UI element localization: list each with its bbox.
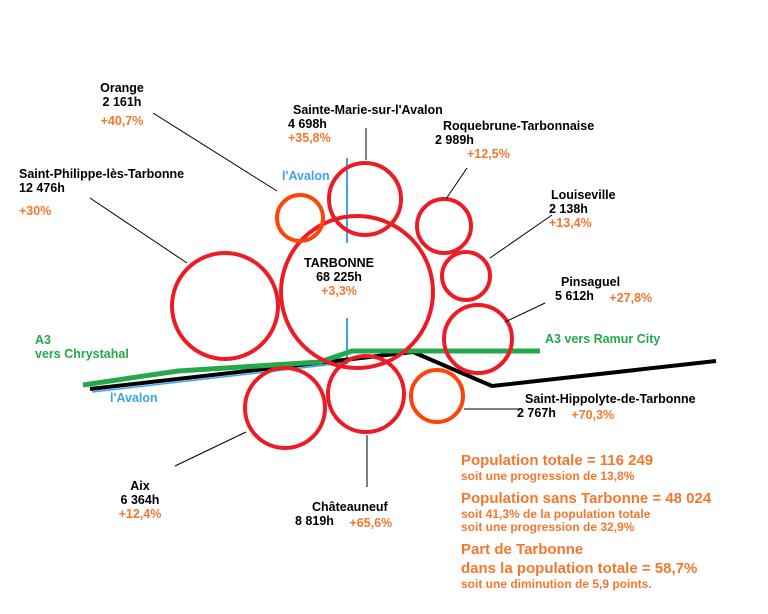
town-label-aix: Aix 6 364h +12,4%	[113, 479, 167, 521]
stat-share-of-total: soit 41,3% de la population totale	[461, 507, 651, 521]
connector-roquebrune	[445, 167, 468, 200]
town-name: Châteauneuf	[312, 500, 388, 514]
town-label-saint-hippolyte: Saint-Hippolyte-de-Tarbonne 2 767h +70,3…	[517, 392, 696, 422]
stat-total-progression: soit une progression de 13,8%	[461, 469, 635, 483]
circle-saint-hippolyte	[409, 368, 465, 424]
town-name: Aix	[130, 479, 150, 493]
stat-progression-without: soit une progression de 32,9%	[461, 520, 635, 534]
circle-orange	[275, 193, 325, 243]
a3-west-name: A3	[35, 333, 51, 347]
a3-east-road-label: A3 vers Ramur City	[545, 332, 661, 346]
town-growth: +12,4%	[118, 507, 162, 521]
connector-louiseville	[489, 214, 553, 259]
stat-tarbonne-share-line1: Part de Tarbonne	[461, 541, 584, 558]
black-road	[89, 350, 717, 391]
town-growth: +70,3%	[571, 408, 615, 422]
town-label-chateauneuf: Châteauneuf 8 819h +65,6%	[295, 500, 393, 530]
town-growth: +65,6%	[349, 516, 393, 530]
town-name: Louiseville	[551, 188, 616, 202]
town-population: 5 612h	[555, 289, 594, 303]
circle-sainte-marie	[327, 161, 403, 237]
town-population: 2 138h	[549, 202, 588, 216]
town-label-saint-philippe: Saint-Philippe-lès-Tarbonne 12 476h +30%	[19, 167, 184, 218]
town-growth: +27,8%	[609, 291, 653, 305]
connector-orange	[152, 112, 278, 192]
town-label-tarbonne: TARBONNE 68 225h +3,3%	[295, 254, 383, 300]
avalon-river-label-top: l'Avalon	[282, 169, 330, 183]
stat-diminution: soit une diminution de 5,9 points.	[461, 577, 652, 591]
town-growth: +40,7%	[100, 114, 144, 128]
town-population: 2 161h	[102, 95, 142, 109]
circle-aix	[243, 366, 327, 450]
town-growth: +12,5%	[467, 147, 510, 161]
town-name: Orange	[100, 81, 144, 95]
town-name: Saint-Hippolyte-de-Tarbonne	[525, 392, 696, 406]
town-name: Sainte-Marie-sur-l'Avalon	[293, 103, 443, 117]
statistics-panel: Population totale = 116 249 soit une pro…	[461, 451, 711, 591]
town-label-sainte-marie: Sainte-Marie-sur-l'Avalon 4 698h +35,8%	[288, 103, 443, 145]
town-population: 68 225h	[316, 270, 362, 284]
connector-pinsaguel	[504, 302, 546, 323]
town-growth: +35,8%	[288, 131, 331, 145]
a3-west-road-label: A3 vers Chrystahal	[35, 333, 129, 361]
circle-chateauneuf	[326, 354, 406, 434]
town-label-pinsaguel: Pinsaguel 5 612h +27,8%	[555, 275, 653, 305]
circle-tarbonne	[279, 214, 435, 370]
town-name: TARBONNE	[304, 256, 374, 270]
town-label-louiseville: Louiseville 2 138h +13,4%	[549, 188, 616, 230]
stat-population-without-tarbonne: Population sans Tarbonne = 48 024	[461, 490, 712, 507]
town-population: 12 476h	[19, 181, 65, 195]
connector-aix	[174, 431, 247, 467]
town-population: 6 364h	[120, 493, 160, 507]
town-label-orange: Orange 2 161h +40,7%	[94, 81, 150, 128]
circle-pinsaguel	[442, 303, 514, 375]
connector-saint-philippe	[89, 197, 188, 264]
a3-west-direction: vers Chrystahal	[35, 347, 129, 361]
a3-highway	[82, 348, 540, 388]
stat-tarbonne-share-line2: dans la population totale = 58,7%	[461, 560, 698, 577]
town-growth: +3,3%	[321, 284, 357, 298]
avalon-river-label-bottom: l'Avalon	[110, 391, 158, 405]
town-population: 2 989h	[435, 133, 474, 147]
town-population: 8 819h	[295, 514, 334, 528]
town-name: Pinsaguel	[561, 275, 621, 289]
circle-roquebrune	[415, 197, 473, 255]
stat-total-population: Population totale = 116 249	[461, 452, 654, 469]
circle-saint-philippe	[170, 251, 280, 361]
town-name: Roquebrune-Tarbonnaise	[443, 119, 595, 133]
town-growth: +30%	[19, 204, 52, 218]
town-population: 2 767h	[517, 406, 556, 420]
town-name: Saint-Philippe-lès-Tarbonne	[19, 167, 185, 181]
town-growth: +13,4%	[549, 216, 592, 230]
town-label-roquebrune: Roquebrune-Tarbonnaise 2 989h +12,5%	[435, 119, 594, 161]
circle-louiseville	[440, 250, 492, 302]
town-population: 4 698h	[288, 117, 327, 131]
